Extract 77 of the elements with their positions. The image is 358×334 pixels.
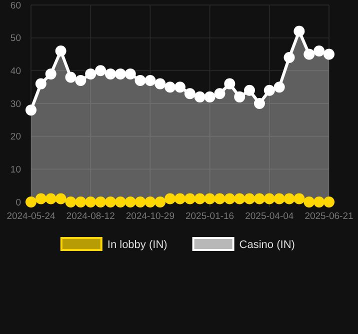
point: [65, 72, 76, 83]
point: [214, 193, 226, 204]
point: [244, 84, 256, 96]
y-tick-label: 0: [16, 197, 21, 208]
x-tick-label: 2024-10-29: [126, 211, 175, 222]
x-tick-label: 2024-05-24: [6, 211, 56, 222]
point: [164, 82, 176, 93]
point: [304, 196, 315, 208]
point: [204, 193, 216, 204]
point: [194, 91, 206, 102]
point: [224, 193, 236, 204]
point: [75, 196, 86, 208]
point: [104, 68, 116, 80]
point: [324, 196, 334, 208]
point: [154, 78, 166, 90]
point: [85, 196, 96, 208]
point: [174, 82, 186, 93]
point: [134, 75, 146, 86]
point: [75, 75, 86, 86]
point: [184, 88, 196, 100]
y-tick-label: 60: [10, 0, 21, 12]
point: [264, 193, 275, 204]
point: [26, 104, 36, 116]
point: [35, 78, 46, 90]
point: [194, 193, 206, 204]
y-tick-label: 30: [10, 98, 21, 110]
point: [284, 193, 295, 204]
point: [164, 193, 176, 204]
point: [274, 82, 285, 93]
point: [314, 45, 325, 56]
point: [184, 193, 196, 204]
point: [85, 68, 96, 80]
point: [144, 75, 156, 86]
point: [55, 45, 66, 56]
point: [144, 196, 156, 208]
legend-label: Casino (IN): [239, 238, 295, 251]
y-tick-label: 40: [10, 66, 21, 77]
y-tick-label: 20: [10, 132, 21, 143]
point: [254, 193, 265, 204]
point: [95, 196, 106, 208]
point: [26, 196, 36, 208]
x-tick-label: 2024-08-12: [66, 211, 115, 222]
point: [204, 91, 216, 102]
x-tick-label: 2025-04-04: [245, 211, 294, 222]
point: [65, 196, 76, 208]
point: [244, 193, 256, 204]
point: [254, 98, 265, 109]
point: [95, 65, 106, 76]
point: [284, 52, 295, 64]
point: [154, 196, 166, 208]
x-tick-label: 2025-01-16: [185, 211, 234, 222]
point: [294, 26, 305, 37]
point: [314, 196, 325, 208]
point: [134, 196, 146, 208]
point: [174, 193, 186, 204]
point: [114, 68, 126, 80]
point: [234, 91, 246, 102]
point: [294, 193, 305, 204]
point: [214, 88, 226, 100]
point: [264, 84, 275, 96]
point: [274, 193, 285, 204]
point: [55, 193, 66, 204]
point: [35, 193, 46, 204]
point: [324, 48, 334, 60]
y-tick-label: 50: [10, 33, 21, 44]
point: [124, 68, 136, 80]
point: [124, 196, 136, 208]
x-tick-label: 2025-06-21: [304, 211, 354, 222]
point: [224, 78, 236, 90]
y-tick-label: 10: [10, 164, 21, 176]
point: [45, 68, 56, 80]
point: [45, 193, 56, 204]
legend-label: In lobby (IN): [107, 238, 168, 251]
point: [114, 196, 126, 208]
point: [104, 196, 116, 208]
point: [234, 193, 246, 204]
point: [304, 48, 315, 60]
